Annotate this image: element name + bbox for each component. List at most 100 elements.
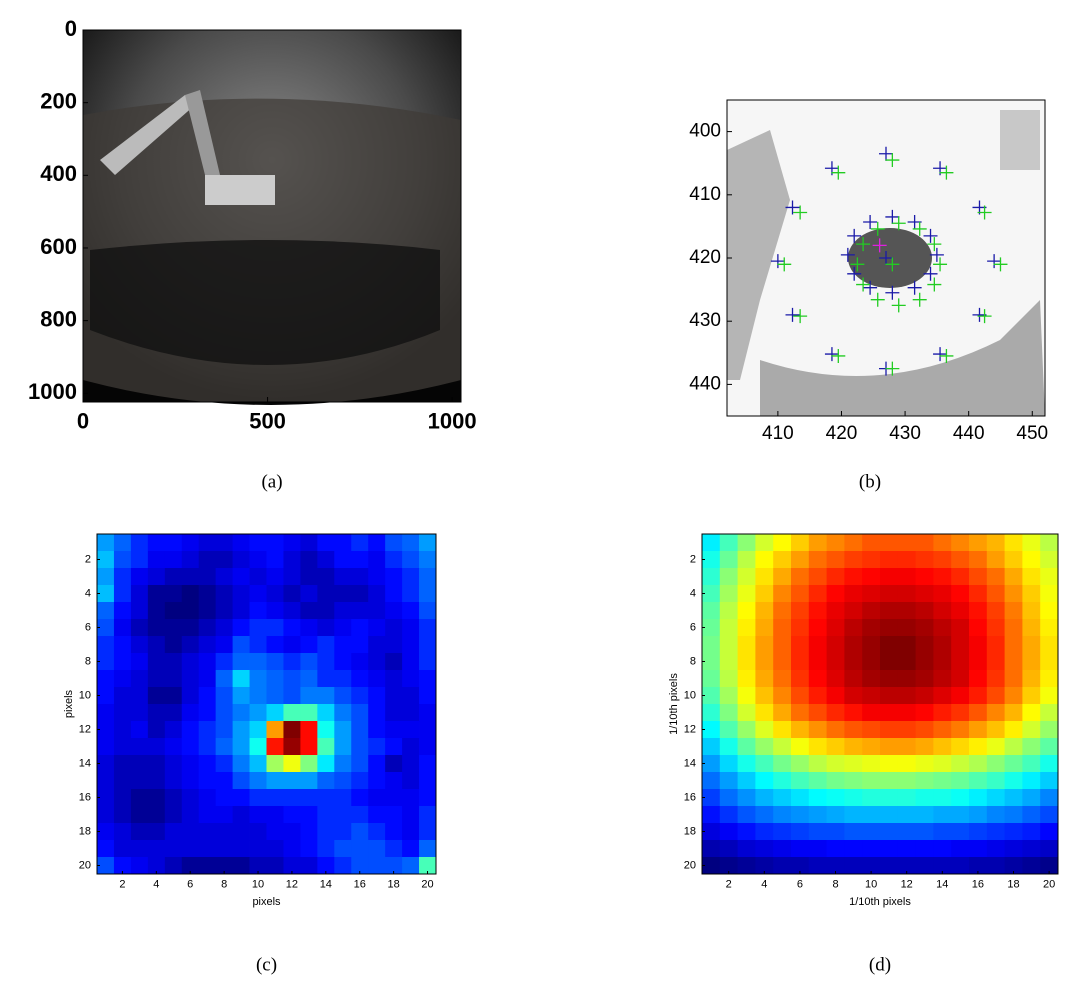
cell [986,687,1005,705]
cell [300,619,318,637]
cell [266,636,284,654]
cell [1040,840,1059,858]
cell [232,823,250,841]
cell [113,721,132,739]
cell [808,738,827,756]
cell [198,653,217,671]
axes-frame [701,533,1059,875]
cell [97,806,115,824]
cell [300,585,318,603]
cell [147,653,166,671]
cell [215,602,233,620]
cell [215,568,233,586]
cell [300,602,318,620]
x-tick-label: 8 [221,878,227,890]
cell [385,585,403,603]
y-tick-label: 6 [85,621,91,633]
cell [181,687,200,705]
cell [915,636,934,654]
cell [791,534,810,552]
caption: (a) [261,471,282,492]
cell [737,551,756,569]
cell [862,602,881,620]
cell [880,789,899,807]
cell [147,857,166,875]
cell [351,636,369,654]
cell [181,806,200,824]
cell [283,534,301,552]
cell [130,687,149,705]
cell [113,687,132,705]
cell [862,636,881,654]
cell [844,653,863,671]
cell [351,568,369,586]
cell [719,704,738,722]
marker [923,266,938,281]
cell [198,687,217,705]
cell [351,857,369,875]
cell [164,704,183,722]
cell [951,772,970,790]
cell [317,755,335,773]
cell [97,789,115,807]
cell [1040,772,1059,790]
cell [737,738,756,756]
cell [933,840,952,858]
cell [969,670,988,688]
cell [719,823,738,841]
cell [147,619,166,637]
cell [300,704,318,722]
cell [164,823,183,841]
cell [737,670,756,688]
cell [791,840,810,858]
cell [951,687,970,705]
cell [773,602,792,620]
cell [1004,619,1023,637]
marker [939,348,954,363]
cell [181,585,200,603]
x-tick-label: 8 [832,878,838,890]
cell [719,806,738,824]
marker [885,285,900,300]
cell [97,840,115,858]
cell [969,755,988,773]
cell [232,840,250,858]
cell [266,823,284,841]
cell [385,534,403,552]
cell [897,755,916,773]
cell [737,619,756,637]
cell [880,738,899,756]
cell [969,568,988,586]
cell [862,840,881,858]
cell [130,568,149,586]
cell [986,636,1005,654]
cell [737,823,756,841]
cell [933,670,952,688]
cell [232,857,250,875]
cell [933,636,952,654]
cell [1004,772,1023,790]
cell [283,636,301,654]
cell [368,755,386,773]
cell [130,823,149,841]
cell [1022,585,1041,603]
cell [719,840,738,858]
cell [351,738,369,756]
cell [737,687,756,705]
cell [951,636,970,654]
cell [215,755,233,773]
cell [334,755,352,773]
cell [915,738,934,756]
cell [317,738,335,756]
cell [368,772,386,790]
cell [164,755,183,773]
y-tick-label: 400 [40,161,77,186]
cell [969,806,988,824]
cell [702,585,721,603]
cell [198,534,217,552]
cell [1004,687,1023,705]
cell [402,721,420,739]
cell [844,721,863,739]
cell [915,534,934,552]
cell [113,619,132,637]
